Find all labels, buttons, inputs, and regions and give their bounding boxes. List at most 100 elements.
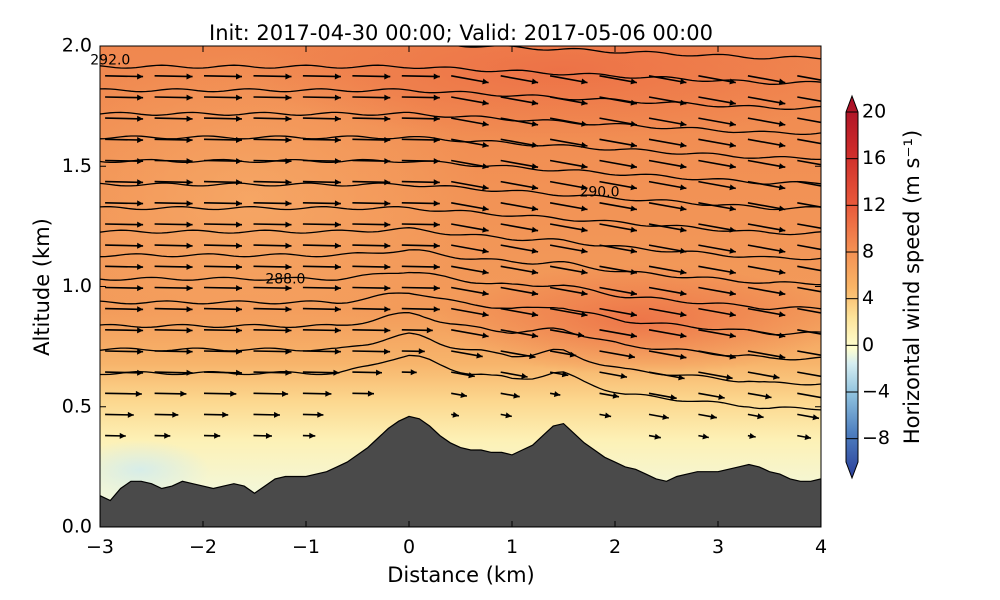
wind-vector-head [729,226,736,233]
wind-vector-head [482,226,489,233]
wind-vector-head [778,290,786,297]
wind-vector-head [334,242,341,249]
wind-vector [599,159,638,168]
wind-vector [352,350,391,353]
wind-vector [203,180,243,184]
wind-vector [797,329,821,335]
wind-vector [549,117,588,126]
wind-vector [648,75,687,84]
wind-vector [253,329,292,332]
wind-vector [797,223,821,230]
wind-vector [302,180,341,184]
terrain-profile [100,415,821,527]
wind-vector-head [285,242,292,249]
wind-vector-head [433,221,440,228]
wind-vector [302,96,341,99]
wind-vector [698,244,736,253]
wind-vector [105,223,144,226]
wind-vector [648,350,687,359]
colorbar: −8 −4 0 4 8 12 16 20 Horizontal wind speed (m s… [845,94,924,480]
wind-vector [797,244,821,251]
x-tick-label: −2 [189,536,217,558]
wind-vector-head [680,163,687,170]
wind-vector-head [186,242,193,249]
wind-vector-head [778,99,786,106]
wind-vector-head [513,392,520,399]
wind-vector [253,223,292,226]
wind-vector-head [778,247,786,254]
wind-vector-head [630,142,637,148]
wind-vector-head [137,285,144,292]
wind-vector-head [828,333,834,339]
wind-vector [797,75,821,81]
wind-vector-head [828,248,834,254]
wind-vector-head [186,137,193,143]
wind-vector-head [828,121,834,127]
wind-vector [105,265,144,268]
wind-vector [747,202,786,211]
wind-vector-head [828,206,834,212]
wind-vector-head [186,221,193,228]
wind-vector-head [384,285,391,292]
wind-vector-head [334,200,341,207]
wind-vector [302,202,341,205]
wind-vector [302,350,341,353]
wind-vector-head [581,184,588,191]
wind-vector-head [119,432,126,439]
wind-vector-head [186,200,193,207]
x-axis-label: Distance (km) [387,563,535,587]
wind-vector-head [531,120,539,127]
wind-vector-head [531,78,539,85]
y-tick-label: 0.0 [62,516,92,538]
wind-vector-head [367,390,374,397]
wind-vector [648,159,687,168]
wind-vector [253,307,292,311]
wind-vector-head [137,200,144,207]
wind-vector [352,244,391,247]
wind-vector-head [828,354,834,360]
wind-vector [648,286,687,295]
wind-vector-head [778,78,786,85]
wind-vector-head [137,242,144,249]
wind-vector [599,75,638,84]
wind-vector [105,244,144,247]
wind-vector [500,244,539,253]
wind-vector [797,350,821,357]
wind-vector-head [186,115,193,122]
wind-vector-head [531,99,539,106]
wind-vector [451,307,489,317]
wind-vector-head [482,184,489,191]
wind-vector [401,244,440,247]
wind-vector-head [334,221,341,228]
wind-vector-head [137,263,144,270]
wind-vector [599,223,638,232]
wind-vector-head [236,221,242,228]
wind-vector [154,117,193,120]
contour-label: 288.0 [265,271,305,287]
wind-vector [401,75,440,78]
wind-vector-head [778,353,786,360]
colorbar-tick-label: 0 [862,334,874,356]
isentrope-line [100,249,821,286]
wind-vector-head [729,184,736,191]
wind-vector-head [384,327,391,334]
wind-vector-head [482,269,489,275]
wind-vector-head [630,99,637,106]
wind-vector-head [828,142,834,148]
wind-vector [747,286,786,295]
wind-vector-head [384,221,391,228]
wind-vector [105,180,144,184]
wind-vector [500,117,539,126]
wind-vector-head [630,247,637,254]
wind-vector [500,75,539,84]
wind-vector [154,329,193,332]
wind-vector-head [285,94,292,101]
wind-vector [253,371,292,374]
colorbar-label: Horizontal wind speed (m s⁻¹) [900,130,924,444]
wind-vector-head [729,99,736,106]
wind-vector [203,223,243,226]
wind-vector-head [804,434,811,440]
wind-vector [352,75,391,78]
wind-vector [500,202,539,211]
wind-vector [451,202,489,211]
